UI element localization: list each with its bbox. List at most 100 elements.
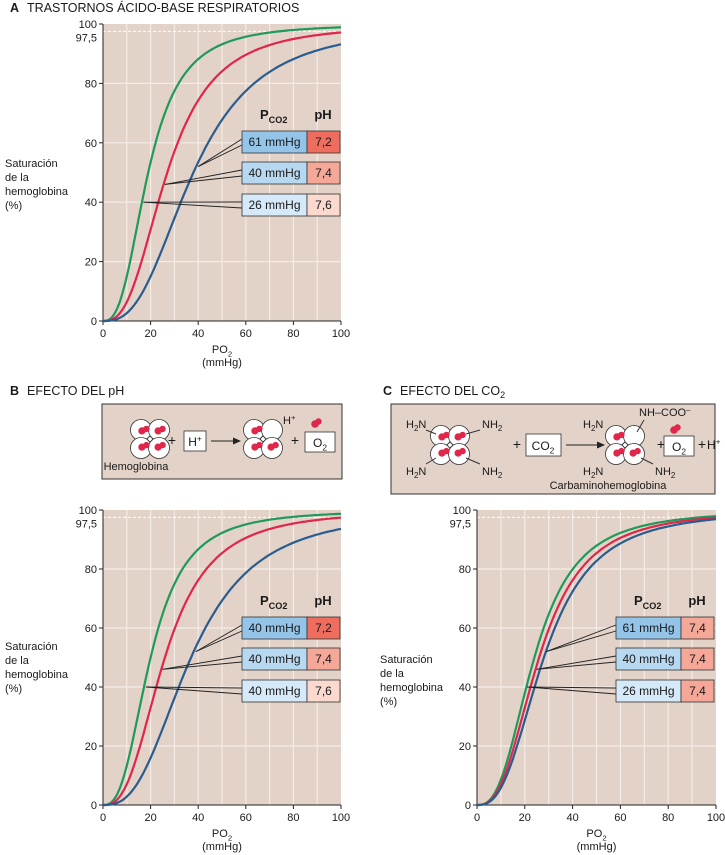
x-axis-unit: (mmHg)	[202, 841, 242, 853]
legend-ph-value: 7,2	[315, 621, 332, 635]
x-tick-label: 100	[707, 812, 725, 824]
y-tick-label: 0	[465, 800, 471, 812]
legend-ph-box	[306, 616, 341, 640]
o2-box	[663, 435, 695, 457]
series-line-blue	[103, 527, 342, 807]
legend-ph-box	[680, 679, 715, 703]
o2-molecule-icon	[674, 424, 681, 431]
y-axis-label-line: (%)	[5, 683, 22, 695]
legend-ph-box	[680, 616, 715, 640]
y-axis-label-line: de la	[380, 668, 405, 680]
legend-leader-line	[145, 686, 243, 695]
y-tick-label: 40	[459, 682, 471, 694]
y-axis-label-line: hemoglobina	[380, 682, 444, 694]
heme-dot	[143, 425, 150, 433]
y-axis-label-line: de la	[5, 655, 30, 667]
legend-header-pco2: PCO2	[260, 107, 287, 125]
carbaminohemoglobina-label: Carbaminohemoglobina	[550, 480, 668, 492]
y-tick-label: 0	[91, 316, 97, 328]
x-axis-label: PO2	[212, 828, 232, 842]
bond-line	[636, 419, 645, 433]
series-line-red	[477, 516, 717, 807]
heme-dot	[272, 441, 279, 449]
plus-sign: +	[698, 436, 706, 452]
y-ref-label: 97,5	[76, 518, 97, 530]
h-ion-label: H+	[188, 433, 202, 449]
legend-leader-line	[162, 661, 243, 670]
o2-label: O2	[672, 440, 686, 457]
arrowhead	[597, 441, 605, 449]
hemoglobina-label: Hemoglobina	[104, 461, 170, 473]
legend-header-ph: pH	[688, 593, 705, 608]
series-line-red	[103, 31, 342, 323]
x-tick-label: 20	[144, 812, 156, 824]
legend-leader-line	[145, 686, 243, 689]
legend-leader-line	[195, 630, 243, 653]
legend-pco2-value: 40 mmHg	[622, 652, 674, 666]
x-tick-label: 100	[332, 328, 350, 340]
heme-dot	[256, 441, 263, 449]
nh2-label-tr: NH2	[482, 419, 503, 433]
o2-molecule-icon	[315, 418, 322, 425]
y-tick-label: 20	[459, 741, 471, 753]
legend-leader-line	[197, 138, 243, 167]
bound-h-label: H+	[283, 413, 296, 427]
bond-line	[465, 429, 481, 435]
legend-ph-box	[306, 161, 341, 185]
x-tick-label: 60	[240, 812, 252, 824]
legend-leader-line	[527, 686, 617, 689]
y-tick-label: 80	[85, 78, 97, 90]
x-tick-label: 20	[144, 328, 156, 340]
x-axis-unit: (mmHg)	[577, 841, 617, 853]
legend-leader-line	[143, 201, 243, 209]
x-tick-label: 60	[614, 812, 626, 824]
diamond-center	[621, 441, 629, 449]
x-axis-label: PO2	[586, 828, 606, 842]
arrowhead	[233, 437, 241, 445]
h2n-label-bl2: H2N	[583, 466, 603, 480]
legend-pco2-value: 40 mmHg	[248, 621, 300, 635]
legend-pco2-value: 26 mmHg	[622, 684, 674, 698]
legend-ph-box	[306, 130, 341, 154]
series-line-green	[476, 515, 717, 807]
x-tick-label: 0	[100, 812, 106, 824]
heme-dot	[159, 425, 166, 433]
legend-ph-box	[306, 647, 341, 671]
diamond-center	[259, 435, 267, 443]
heme-dot	[256, 425, 263, 433]
legend-pco2-value: 61 mmHg	[248, 135, 300, 149]
y-tick-label: 100	[79, 19, 97, 31]
y-ref-label: 97,5	[450, 518, 471, 530]
x-tick-label: 40	[192, 328, 204, 340]
co2-label: CO2	[532, 439, 555, 456]
legend-leader-line	[195, 624, 243, 652]
legend-ph-value: 7,4	[315, 166, 332, 180]
legend-ph-value: 7,4	[689, 684, 706, 698]
y-axis-label-line: (%)	[380, 696, 397, 708]
h2n-label-tl: H2N	[406, 419, 426, 433]
legend-leader-line	[164, 169, 243, 185]
h2n-label-bl: H2N	[406, 466, 426, 480]
bond-line	[640, 457, 654, 465]
y-tick-label: 20	[85, 741, 97, 753]
legend-ph-box	[306, 193, 341, 217]
legend-ph-box	[306, 679, 341, 703]
o2-label: O2	[313, 436, 327, 453]
heme-dot	[443, 447, 450, 455]
diagram-b: Hemoglobina + H+ H+ + O2	[101, 403, 343, 480]
y-tick-label: 0	[91, 800, 97, 812]
y-tick-label: 80	[459, 564, 471, 576]
y-axis-label-line: Saturación	[380, 654, 433, 666]
y-axis-label-line: hemoglobina	[5, 186, 69, 198]
x-tick-label: 60	[240, 328, 252, 340]
plus-sign: +	[168, 432, 176, 448]
bond-line	[465, 457, 481, 465]
x-tick-label: 80	[287, 328, 299, 340]
h2n-label-tl2: H2N	[583, 419, 603, 433]
plus-sign: +	[291, 432, 299, 448]
x-tick-label: 0	[100, 328, 106, 340]
legend-header-pco2: PCO2	[260, 593, 287, 611]
y-tick-label: 100	[79, 505, 97, 517]
x-tick-label: 0	[474, 812, 480, 824]
